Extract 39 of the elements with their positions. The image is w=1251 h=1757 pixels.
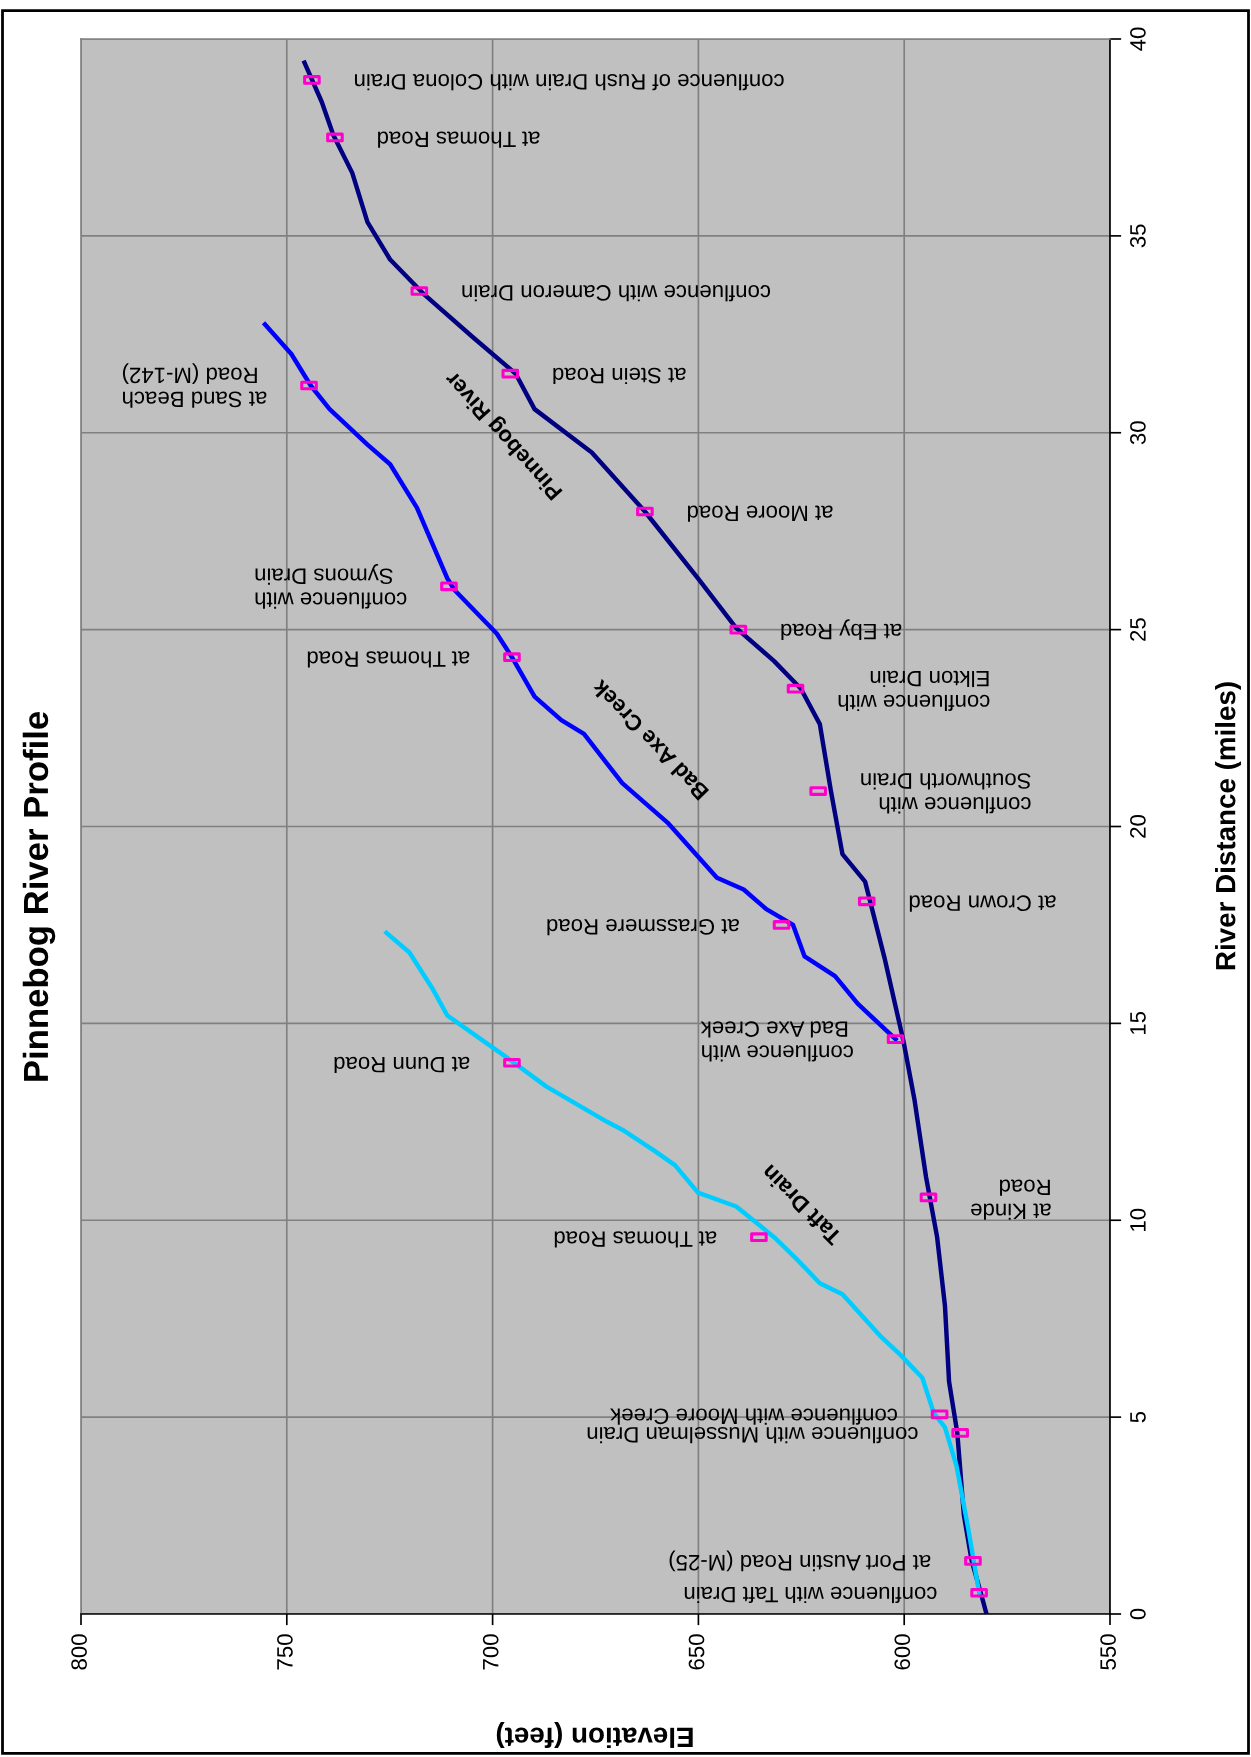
annotation: at Grassmere Road — [547, 918, 739, 936]
y-tick-label: 30 — [1130, 421, 1146, 445]
y-tick-label: 25 — [1130, 618, 1146, 641]
annotation: at Thomas Road — [307, 651, 470, 668]
x-tick-label: 600 — [894, 1634, 911, 1670]
x-tick-label: 800 — [71, 1634, 87, 1670]
y-tick-label: 20 — [1130, 815, 1146, 838]
annotation: at Crown Road — [909, 895, 1056, 912]
annotation: confluence with Elkton Drain — [838, 670, 990, 712]
annotation: at Eby Road — [781, 619, 902, 640]
annotation: confluence with Southworth Drain — [861, 773, 1031, 814]
annotation: at Stein Road — [553, 367, 686, 385]
y-tick-label: 15 — [1130, 1011, 1146, 1035]
annotation: confluence with Taft Drain — [684, 1586, 937, 1604]
y-tick-label: 5 — [1130, 1411, 1146, 1423]
y-tick-label: 10 — [1130, 1208, 1146, 1231]
y-tick-label: 0 — [1130, 1608, 1146, 1620]
x-tick-label: 750 — [277, 1634, 293, 1670]
y-tick-label: 35 — [1130, 224, 1146, 248]
annotation: confluence with Bad Axe Creek — [700, 1021, 853, 1062]
annotation: confluence with Cameron Drain — [462, 285, 771, 302]
annotation: at Sand Beach Road (M-142) — [122, 363, 267, 408]
annotation: confluence with Symons Drain — [255, 563, 407, 609]
y-tick-label: 40 — [1130, 27, 1146, 51]
annotation: at Port Austin Road (M-25) — [669, 1550, 931, 1572]
x-axis-title: Elevation (feet) — [496, 1722, 693, 1748]
annotation: at Dunn Road — [334, 1056, 470, 1074]
annotation: confluence with Musselman Drain — [587, 1426, 918, 1444]
annotation: confluence with Moore Creek — [610, 1408, 897, 1425]
text: Pinnebog River Profile — [22, 711, 56, 1081]
annotation: at Thomas Road — [378, 131, 540, 148]
y-axis-title: River Distance (miles) — [1215, 682, 1241, 970]
annotation: at Kinde Road — [971, 1179, 1051, 1220]
annotation: at Thomas Road — [554, 1231, 717, 1248]
x-tick-label: 700 — [482, 1634, 499, 1670]
x-tick-label: 550 — [1100, 1634, 1116, 1670]
x-tick-label: 650 — [688, 1634, 705, 1670]
annotation: at Moore Road — [687, 505, 833, 522]
annotation: confluence of Rush Drain with Colona Drain — [354, 73, 784, 91]
